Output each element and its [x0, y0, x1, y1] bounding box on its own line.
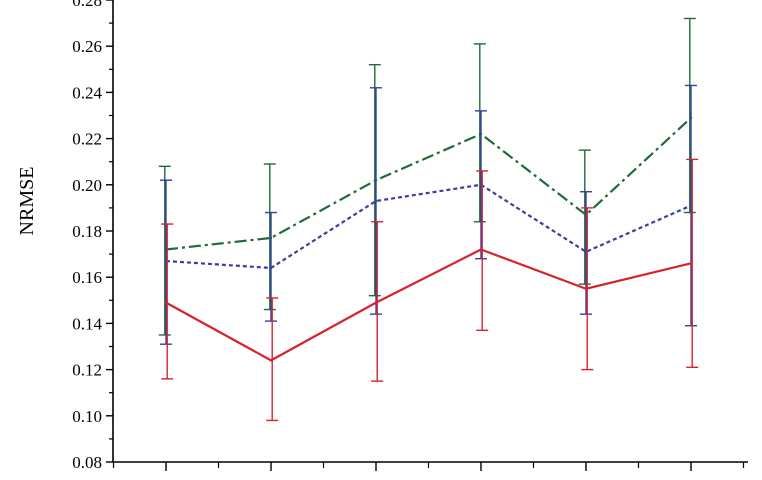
- data-point: [479, 248, 483, 251]
- data-point: [374, 301, 378, 304]
- y-tick-label: 0.28: [72, 0, 102, 10]
- y-tick-label: 0.20: [72, 176, 102, 195]
- y-tick-label: 0.18: [72, 222, 102, 241]
- y-axis-title: NRMSE: [16, 167, 38, 236]
- series-line: [165, 248, 692, 362]
- data-point: [164, 301, 168, 304]
- data-point: [269, 359, 273, 362]
- series-2: [160, 84, 697, 345]
- data-point: [374, 199, 378, 203]
- y-tick-label: 0.22: [72, 130, 102, 149]
- y-tick-label: 0.24: [72, 83, 102, 102]
- y-tick-label: 0.10: [72, 407, 102, 426]
- data-point: [584, 287, 588, 290]
- data-point: [269, 266, 273, 270]
- data-point: [689, 262, 693, 265]
- series-1: [158, 17, 696, 336]
- y-tick-label: 0.26: [72, 37, 102, 56]
- y-tick-label: 0.12: [72, 361, 102, 380]
- series-line: [165, 117, 692, 251]
- y-tick-label: 0.08: [72, 453, 102, 472]
- y-tick-label: 0.14: [72, 314, 102, 333]
- y-tick-label: 0.16: [72, 268, 102, 287]
- series-layer: [158, 17, 699, 422]
- series-line: [165, 183, 692, 270]
- axes: 0.08 0.10 0.12 0.14 0.16 0.18 0.20 0.22 0.24 0.26…: [72, 0, 748, 472]
- series-3: [161, 158, 699, 422]
